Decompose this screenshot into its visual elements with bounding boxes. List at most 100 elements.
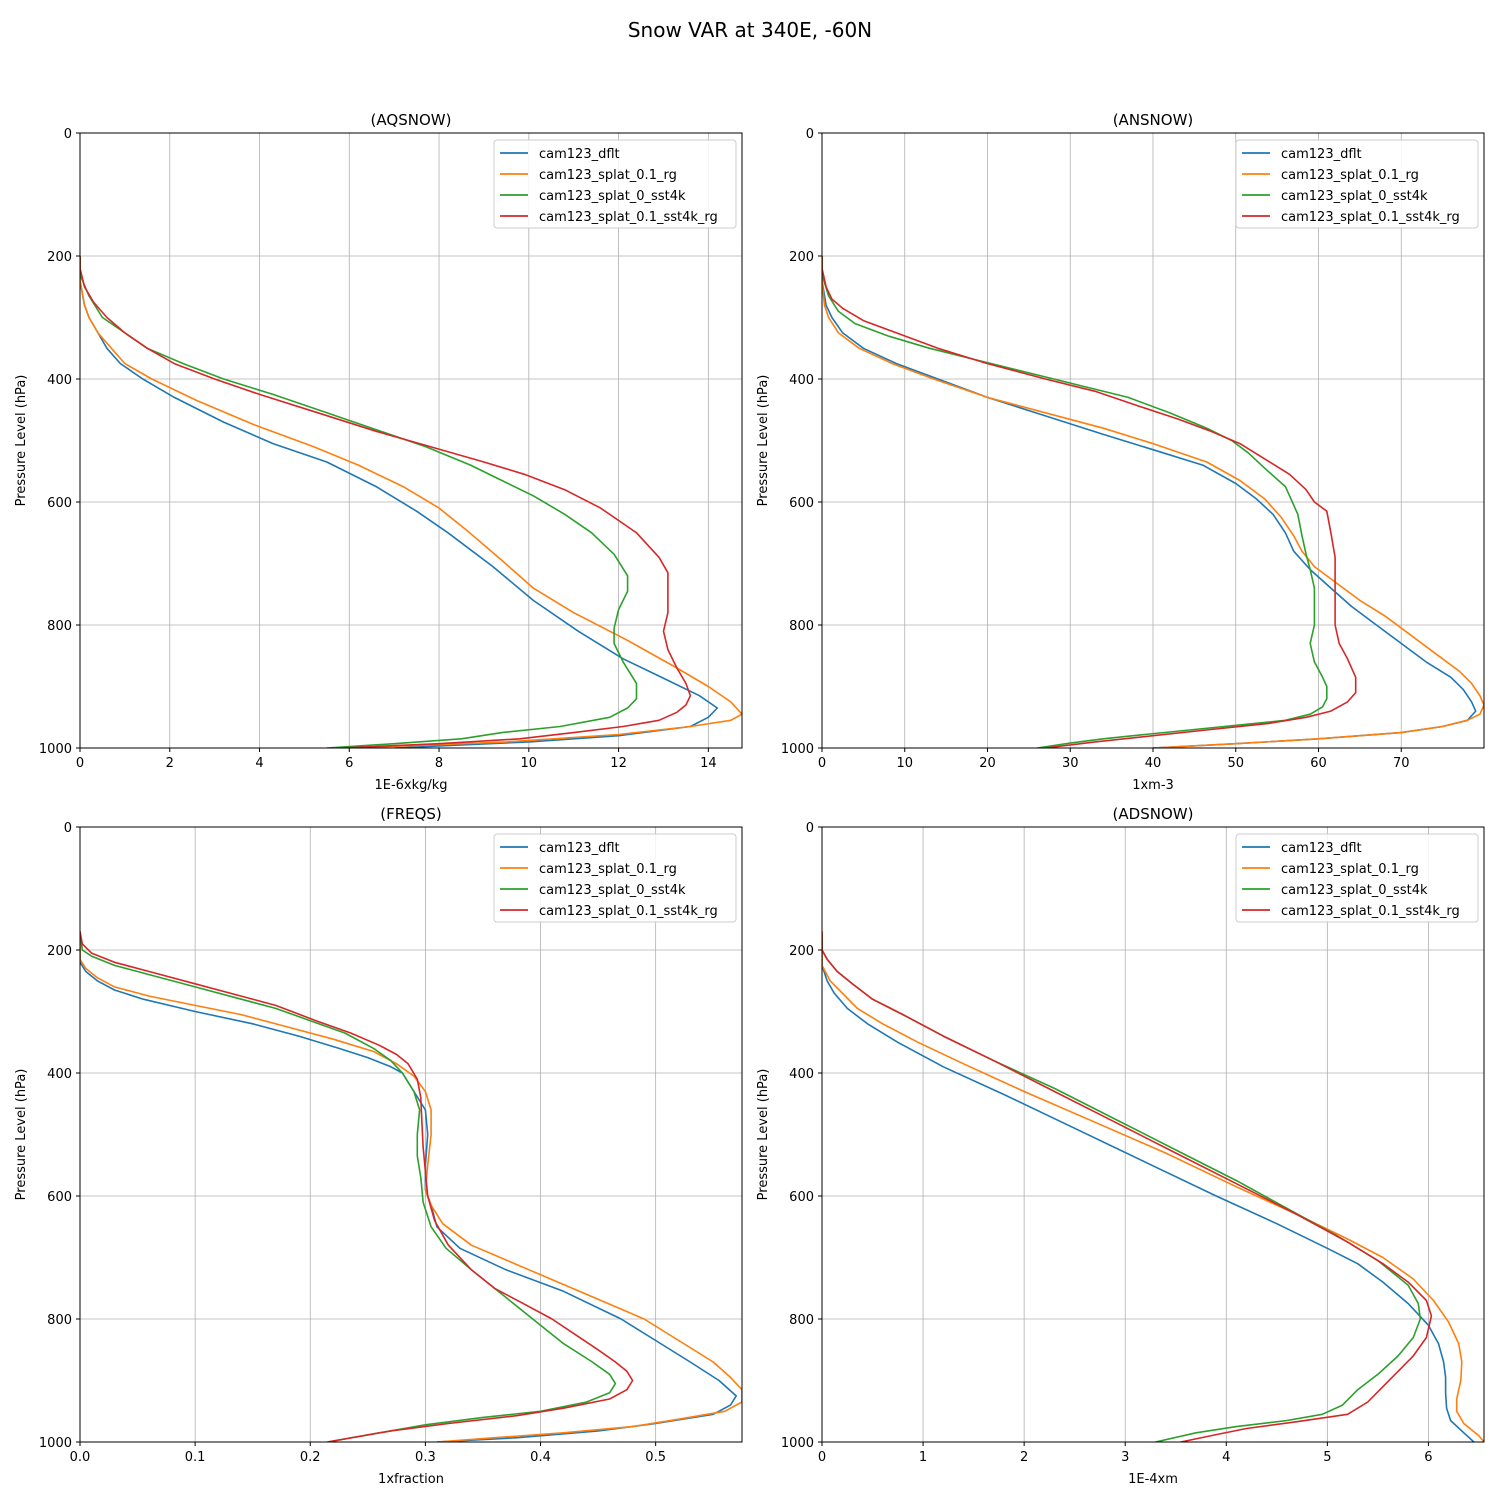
x-tick-label: 0.5 [645, 1450, 666, 1465]
x-axis-label: 1E-6xkg/kg [374, 778, 447, 793]
legend-label: cam123_splat_0.1_rg [539, 168, 677, 183]
x-tick-label: 60 [1310, 756, 1327, 771]
y-tick-label: 200 [789, 250, 814, 265]
y-tick-label: 400 [47, 373, 72, 388]
series-line-cam123_dflt [822, 937, 1475, 1442]
series-line-cam123_splat_0.1_sst4k_rg [80, 256, 692, 748]
axes-frame [79, 132, 743, 749]
x-axis-label: 1xm-3 [1132, 778, 1174, 793]
series-line-cam123_dflt [822, 256, 1477, 748]
subplot-2: 0 10 20 30 40 50 60 70 0 200 400 600 800 1000 (ANSNOW)… [756, 111, 1485, 793]
subplot-title: (ANSNOW) [1113, 111, 1194, 129]
series-line-cam123_splat_0_sst4k [80, 256, 638, 748]
x-axis-label: 1xfraction [378, 1472, 444, 1487]
y-tick-label: 600 [47, 1190, 72, 1205]
x-tick-label: 4 [255, 756, 263, 771]
axes-frame [79, 826, 743, 1443]
legend-box [1235, 833, 1479, 923]
series-line-cam123_splat_0_sst4k [80, 931, 617, 1442]
x-tick-label: 1 [919, 1450, 927, 1465]
x-tick-label: 10 [521, 756, 538, 771]
y-tick-label: 800 [789, 1313, 814, 1328]
legend-label: cam123_splat_0.1_rg [1281, 168, 1419, 183]
series-line-cam123_splat_0.1_rg [822, 937, 1484, 1442]
x-tick-label: 70 [1393, 756, 1410, 771]
series-line-cam123_dflt [80, 256, 719, 748]
x-tick-label: 2 [166, 756, 174, 771]
x-tick-label: 0 [818, 1450, 826, 1465]
series-line-cam123_splat_0.1_rg [822, 256, 1484, 748]
y-tick-label: 600 [789, 496, 814, 511]
x-tick-label: 8 [435, 756, 443, 771]
y-tick-label: 1000 [781, 742, 814, 757]
legend-label: cam123_splat_0.1_rg [539, 862, 677, 877]
series-line-cam123_splat_0.1_sst4k_rg [822, 256, 1357, 748]
y-tick-label: 800 [47, 619, 72, 634]
series-line-cam123_splat_0_sst4k [822, 256, 1328, 748]
x-tick-label: 50 [1227, 756, 1244, 771]
x-tick-label: 40 [1145, 756, 1162, 771]
legend: cam123_dflt cam123_splat_0.1_rg cam123_spl… [1235, 833, 1479, 923]
legend: cam123_dflt cam123_splat_0.1_rg cam123_spl… [1235, 139, 1479, 229]
axes-frame [821, 826, 1485, 1443]
x-tick-label: 5 [1323, 1450, 1331, 1465]
legend-box [493, 139, 737, 229]
legend: cam123_dflt cam123_splat_0.1_rg cam123_spl… [493, 833, 737, 923]
y-tick-label: 1000 [39, 742, 72, 757]
legend-box [1235, 139, 1479, 229]
legend-box [493, 833, 737, 923]
y-tick-label: 200 [47, 250, 72, 265]
x-tick-label: 4 [1222, 1450, 1230, 1465]
y-axis-label: Pressure Level (hPa) [14, 375, 29, 507]
legend-label: cam123_splat_0_sst4k [1281, 883, 1428, 898]
x-tick-label: 0 [818, 756, 826, 771]
x-tick-label: 20 [979, 756, 996, 771]
legend-label: cam123_dflt [539, 147, 620, 162]
legend-label: cam123_splat_0.1_sst4k_rg [1281, 210, 1460, 225]
legend-label: cam123_dflt [1281, 841, 1362, 856]
x-tick-label: 6 [1424, 1450, 1432, 1465]
legend-label: cam123_splat_0_sst4k [1281, 189, 1428, 204]
y-axis-label: Pressure Level (hPa) [14, 1069, 29, 1201]
series-line-cam123_splat_0.1_rg [80, 937, 742, 1442]
y-tick-label: 400 [47, 1067, 72, 1082]
y-tick-label: 1000 [781, 1436, 814, 1451]
series-line-cam123_splat_0.1_rg [80, 256, 742, 748]
x-tick-label: 6 [345, 756, 353, 771]
y-tick-label: 400 [789, 373, 814, 388]
legend-label: cam123_splat_0.1_sst4k_rg [539, 904, 718, 919]
x-tick-label: 0.4 [530, 1450, 551, 1465]
x-tick-label: 0 [76, 756, 84, 771]
subplot-1: 0 2 4 6 8 10 12 14 0 200 400 600 800 1000 (AQSNOW) 1E-6… [14, 111, 743, 793]
legend-label: cam123_dflt [1281, 147, 1362, 162]
y-tick-label: 800 [47, 1313, 72, 1328]
x-tick-label: 0.3 [415, 1450, 436, 1465]
subplot-grid: 0 2 4 6 8 10 12 1402004006008001000(AQSNOW)1E-6… [14, 111, 1485, 1487]
x-tick-label: 3 [1121, 1450, 1129, 1465]
y-tick-label: 400 [789, 1067, 814, 1082]
subplot-3: 0.0 0.1 0.2 0.3 0.4 0.5 0 200 400 600 800 1000 (FREQ… [14, 805, 743, 1487]
legend-label: cam123_splat_0.1_sst4k_rg [1281, 904, 1460, 919]
legend-label: cam123_dflt [539, 841, 620, 856]
subplot-4: 0 1 2 3 4 5 6 0 200 400 600 800 1000 (ADSNOW) 1E-4xm Pr… [756, 805, 1485, 1487]
y-axis-label: Pressure Level (hPa) [756, 1069, 771, 1201]
x-axis-label: 1E-4xm [1128, 1472, 1178, 1487]
y-tick-label: 800 [789, 619, 814, 634]
y-tick-label: 200 [47, 944, 72, 959]
legend: cam123_dflt cam123_splat_0.1_rg cam123_spl… [493, 139, 737, 229]
series-line-cam123_splat_0.1_sst4k_rg [80, 931, 634, 1442]
y-tick-label: 200 [789, 944, 814, 959]
x-tick-label: 2 [1020, 1450, 1028, 1465]
y-tick-label: 600 [789, 1190, 814, 1205]
legend-label: cam123_splat_0_sst4k [539, 883, 686, 898]
y-tick-label: 0 [806, 821, 814, 836]
y-tick-label: 0 [64, 821, 72, 836]
x-tick-label: 30 [1062, 756, 1079, 771]
series-line-cam123_splat_0.1_sst4k_rg [822, 931, 1433, 1442]
x-tick-label: 12 [610, 756, 627, 771]
subplot-title: (AQSNOW) [371, 111, 452, 129]
figure-suptitle: Snow VAR at 340E, -60N [628, 18, 872, 42]
y-tick-label: 1000 [39, 1436, 72, 1451]
